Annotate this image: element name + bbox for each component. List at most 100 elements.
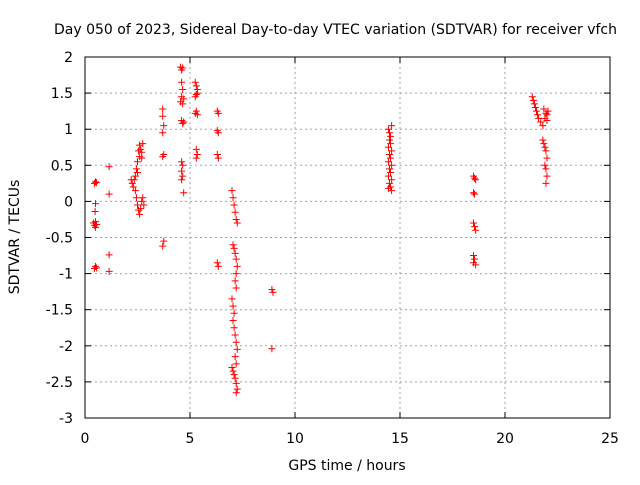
data-point [543, 154, 551, 162]
data-point [388, 187, 396, 195]
data-point [232, 284, 240, 292]
data-point [132, 194, 140, 202]
data-point [213, 259, 221, 267]
data-point [230, 201, 238, 209]
data-point [388, 161, 396, 169]
data-point [530, 100, 538, 108]
y-tick-label: -2 [59, 339, 73, 355]
data-point [138, 154, 146, 162]
data-point [388, 176, 396, 184]
data-point [539, 122, 547, 130]
data-point [231, 331, 239, 339]
data-point [191, 93, 199, 101]
data-point [136, 210, 144, 218]
y-axis-title: SDTVAR / TECUs [7, 180, 23, 295]
data-point [159, 129, 167, 137]
data-point [231, 277, 239, 285]
data-point [229, 367, 237, 375]
data-point [178, 167, 186, 175]
data-point [384, 143, 392, 151]
data-point [540, 105, 548, 113]
data-point [533, 107, 540, 115]
data-point [131, 187, 139, 195]
data-point [228, 295, 236, 303]
data-point [232, 270, 240, 278]
data-point [134, 158, 141, 166]
data-point [137, 145, 145, 153]
y-tick-label: 1.5 [51, 86, 73, 102]
data-point [192, 82, 200, 90]
y-tick-label: 0.5 [51, 158, 73, 174]
data-point [529, 96, 537, 104]
data-point [386, 150, 393, 158]
data-point [93, 221, 101, 229]
data-point [214, 109, 222, 117]
data-point [268, 345, 276, 353]
x-tick-label: 0 [81, 431, 90, 447]
data-point [105, 163, 113, 171]
data-point [92, 218, 99, 226]
data-point [229, 241, 237, 249]
data-point [386, 136, 393, 144]
data-point [386, 179, 393, 187]
data-point [231, 208, 239, 216]
data-point [535, 114, 543, 122]
x-axis-title: GPS time / hours [288, 458, 405, 474]
data-point [193, 150, 201, 158]
data-point [92, 262, 99, 270]
data-point [214, 262, 222, 270]
data-point [528, 93, 536, 101]
data-point [230, 309, 238, 317]
x-tick-label: 5 [186, 431, 195, 447]
y-tick-label: -2.5 [46, 375, 73, 391]
data-point [105, 267, 113, 275]
data-point [230, 371, 238, 379]
data-point [159, 153, 167, 161]
data-point [470, 252, 477, 260]
y-tick-label: 1 [64, 122, 73, 138]
data-point [160, 122, 168, 130]
data-point [214, 154, 222, 162]
data-point [232, 215, 240, 223]
data-point [192, 154, 200, 162]
data-point [131, 172, 139, 180]
data-point [384, 172, 392, 180]
data-point [231, 374, 239, 382]
data-point [542, 109, 550, 117]
data-point [228, 187, 236, 195]
data-point [93, 264, 101, 272]
x-tick-label: 25 [601, 431, 619, 447]
data-point [105, 251, 113, 259]
data-points [89, 63, 552, 397]
data-point [387, 154, 395, 162]
x-tick-label: 10 [286, 431, 304, 447]
data-point [387, 132, 395, 140]
data-point [136, 141, 144, 149]
data-point [540, 140, 548, 148]
data-point [388, 147, 396, 155]
data-point [193, 111, 201, 119]
data-point [134, 201, 141, 209]
data-point [268, 285, 276, 293]
y-tick-label: -3 [59, 411, 73, 427]
chart-title: Day 050 of 2023, Sidereal Day-to-day VTE… [54, 22, 617, 38]
data-point [542, 165, 550, 173]
y-tick-label: 2 [64, 50, 73, 66]
data-point [178, 158, 186, 166]
data-point [541, 143, 549, 151]
data-point [130, 176, 138, 184]
data-point [213, 150, 221, 158]
data-point [541, 161, 549, 169]
data-point [128, 179, 136, 187]
grid [85, 57, 610, 418]
data-point [160, 237, 168, 245]
data-point [91, 208, 99, 216]
data-point [139, 140, 147, 148]
data-point [92, 178, 99, 186]
data-point [539, 136, 547, 144]
data-point [472, 176, 480, 184]
data-point [179, 161, 187, 169]
data-point [230, 244, 238, 252]
data-point [138, 197, 146, 205]
data-point [179, 64, 187, 72]
